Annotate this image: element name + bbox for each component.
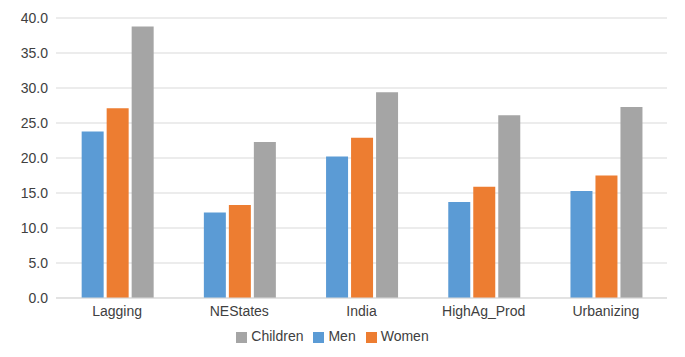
html-text:Men: Men bbox=[328, 328, 356, 344]
svg-text:15.0: 15.0 bbox=[21, 185, 48, 201]
svg-text:20.0: 20.0 bbox=[21, 150, 48, 166]
svg-text:5.0: 5.0 bbox=[29, 255, 49, 271]
svg-text:25.0: 25.0 bbox=[21, 115, 48, 131]
svg-text:NEStates: NEStates bbox=[210, 303, 269, 319]
svg-text:Urbanizing: Urbanizing bbox=[572, 303, 639, 319]
html-text:Children: Children bbox=[251, 328, 304, 344]
svg-text:HighAg_Prod: HighAg_Prod bbox=[442, 303, 525, 319]
svg-text:30.0: 30.0 bbox=[21, 80, 48, 96]
svg-text:40.0: 40.0 bbox=[21, 10, 48, 26]
svg-text:India: India bbox=[346, 303, 377, 319]
svg-text:Lagging: Lagging bbox=[92, 303, 142, 319]
svg-text:10.0: 10.0 bbox=[21, 220, 48, 236]
html-text:Women: Women bbox=[380, 328, 429, 344]
svg-text:35.0: 35.0 bbox=[21, 45, 48, 61]
svg-text:0.0: 0.0 bbox=[29, 290, 49, 306]
